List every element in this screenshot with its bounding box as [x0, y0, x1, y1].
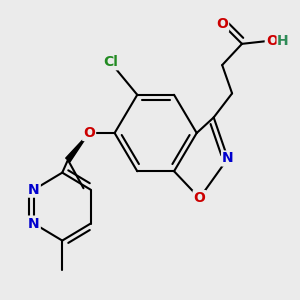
Text: O: O — [216, 17, 228, 31]
Text: N: N — [222, 152, 234, 166]
Polygon shape — [66, 133, 89, 162]
Text: O: O — [266, 34, 278, 48]
Text: H: H — [277, 34, 289, 48]
Text: O: O — [83, 126, 95, 140]
Text: O: O — [194, 191, 206, 205]
Text: Cl: Cl — [103, 55, 118, 69]
Text: N: N — [28, 217, 40, 231]
Text: N: N — [28, 183, 40, 196]
